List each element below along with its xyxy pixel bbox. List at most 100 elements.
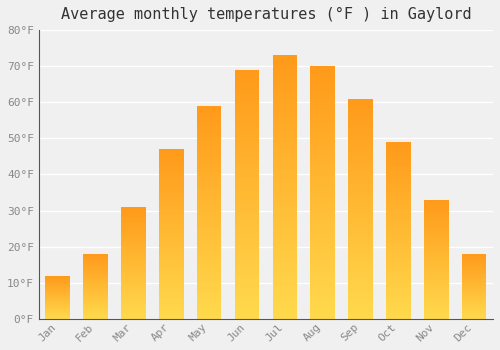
Bar bbox=[84, 273, 108, 274]
Bar bbox=[84, 318, 108, 319]
Bar bbox=[272, 187, 297, 190]
Bar bbox=[121, 267, 146, 268]
Bar bbox=[84, 303, 108, 304]
Bar bbox=[462, 261, 486, 262]
Bar bbox=[234, 102, 260, 105]
Bar bbox=[462, 313, 486, 314]
Bar bbox=[121, 208, 146, 209]
Bar bbox=[121, 209, 146, 210]
Bar bbox=[197, 231, 222, 234]
Bar bbox=[84, 308, 108, 309]
Bar bbox=[424, 220, 448, 221]
Bar bbox=[348, 116, 373, 119]
Bar bbox=[121, 315, 146, 317]
Bar bbox=[310, 152, 335, 155]
Bar bbox=[159, 303, 184, 305]
Bar bbox=[310, 225, 335, 228]
Bar bbox=[159, 299, 184, 300]
Bar bbox=[348, 226, 373, 229]
Bar bbox=[234, 127, 260, 130]
Bar bbox=[386, 208, 410, 209]
Bar bbox=[462, 310, 486, 311]
Bar bbox=[424, 257, 448, 258]
Bar bbox=[424, 310, 448, 312]
Bar bbox=[234, 234, 260, 237]
Bar bbox=[424, 201, 448, 202]
Bar bbox=[121, 265, 146, 266]
Bar bbox=[234, 134, 260, 137]
Bar bbox=[121, 256, 146, 257]
Bar bbox=[310, 180, 335, 182]
Bar bbox=[386, 239, 410, 241]
Bar bbox=[424, 277, 448, 278]
Bar bbox=[159, 161, 184, 163]
Bar bbox=[121, 292, 146, 293]
Bar bbox=[197, 123, 222, 125]
Bar bbox=[424, 250, 448, 251]
Bar bbox=[272, 256, 297, 258]
Bar bbox=[424, 269, 448, 270]
Bar bbox=[386, 269, 410, 271]
Bar bbox=[348, 288, 373, 290]
Bar bbox=[159, 244, 184, 246]
Bar bbox=[386, 225, 410, 227]
Bar bbox=[272, 279, 297, 282]
Bar bbox=[348, 266, 373, 268]
Bar bbox=[386, 282, 410, 284]
Bar bbox=[348, 132, 373, 134]
Bar bbox=[159, 197, 184, 198]
Bar bbox=[272, 124, 297, 126]
Bar bbox=[424, 306, 448, 307]
Bar bbox=[310, 155, 335, 157]
Bar bbox=[46, 303, 70, 304]
Bar bbox=[310, 172, 335, 175]
Bar bbox=[424, 293, 448, 294]
Bar bbox=[121, 248, 146, 250]
Bar bbox=[462, 296, 486, 297]
Bar bbox=[348, 286, 373, 288]
Bar bbox=[386, 220, 410, 222]
Bar bbox=[121, 243, 146, 244]
Bar bbox=[310, 251, 335, 253]
Bar bbox=[386, 285, 410, 287]
Bar bbox=[197, 217, 222, 219]
Bar bbox=[310, 177, 335, 180]
Bar bbox=[386, 188, 410, 190]
Bar bbox=[424, 313, 448, 314]
Bar bbox=[84, 271, 108, 272]
Bar bbox=[348, 152, 373, 154]
Bar bbox=[84, 286, 108, 287]
Bar bbox=[424, 248, 448, 250]
Bar bbox=[272, 155, 297, 158]
Bar bbox=[234, 209, 260, 212]
Bar bbox=[84, 289, 108, 290]
Bar bbox=[424, 308, 448, 309]
Bar bbox=[197, 153, 222, 155]
Bar bbox=[272, 234, 297, 237]
Bar bbox=[310, 296, 335, 299]
Bar bbox=[197, 127, 222, 129]
Bar bbox=[310, 288, 335, 291]
Bar bbox=[424, 309, 448, 310]
Bar bbox=[159, 305, 184, 307]
Bar bbox=[272, 140, 297, 142]
Bar bbox=[424, 232, 448, 233]
Bar bbox=[197, 274, 222, 276]
Bar bbox=[234, 107, 260, 110]
Bar bbox=[462, 309, 486, 310]
Bar bbox=[424, 258, 448, 259]
Bar bbox=[272, 200, 297, 203]
Bar bbox=[462, 284, 486, 285]
Bar bbox=[424, 227, 448, 228]
Bar bbox=[386, 183, 410, 184]
Bar bbox=[310, 129, 335, 132]
Bar bbox=[310, 160, 335, 162]
Bar bbox=[197, 148, 222, 150]
Bar bbox=[310, 81, 335, 84]
Bar bbox=[234, 177, 260, 180]
Bar bbox=[272, 148, 297, 150]
Bar bbox=[46, 285, 70, 286]
Bar bbox=[121, 223, 146, 224]
Bar bbox=[386, 184, 410, 186]
Bar bbox=[310, 84, 335, 86]
